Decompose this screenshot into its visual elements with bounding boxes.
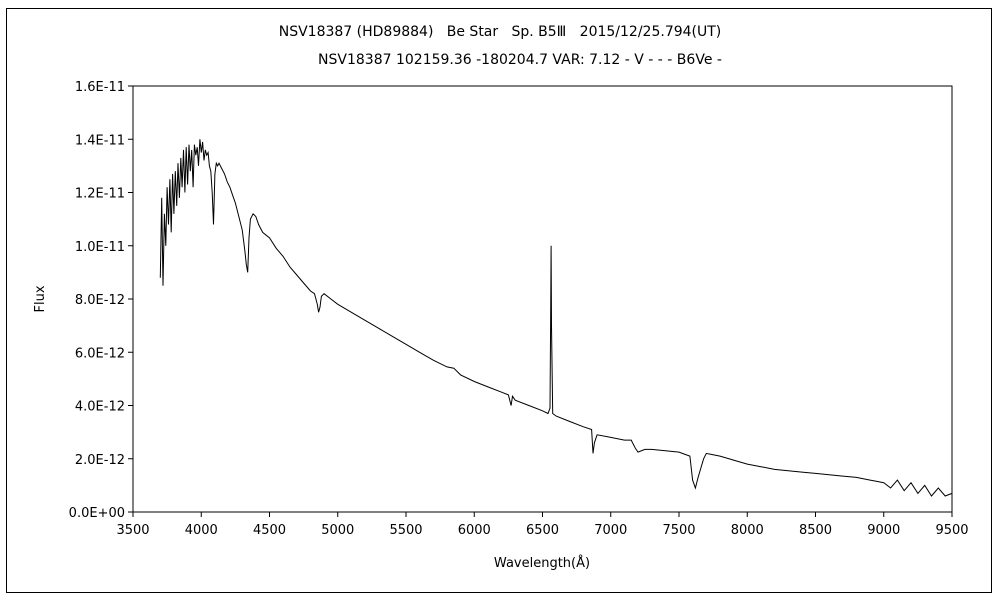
x-axis-label: Wavelength(Å): [494, 555, 590, 571]
x-tick-label: 7500: [662, 523, 695, 538]
y-tick-label: 8.0E-12: [75, 293, 125, 308]
y-tick-label: 2.0E-12: [75, 453, 125, 468]
y-tick-label: 1.4E-11: [75, 133, 125, 148]
x-tick-label: 9500: [935, 523, 968, 538]
y-tick-label: 0.0E+00: [69, 506, 125, 521]
y-axis-label: Flux: [33, 285, 48, 312]
x-tick-label: 6500: [526, 523, 559, 538]
chart-frame: [6, 8, 992, 593]
x-tick-label: 5000: [321, 523, 354, 538]
x-tick-label: 9000: [867, 523, 900, 538]
x-tick-label: 4000: [185, 523, 218, 538]
x-tick-label: 5500: [389, 523, 422, 538]
y-tick-label: 1.6E-11: [75, 80, 125, 95]
y-tick-label: 4.0E-12: [75, 400, 125, 415]
x-tick-label: 4500: [253, 523, 286, 538]
x-tick-label: 8500: [799, 523, 832, 538]
chart-title: NSV18387 (HD89884) Be Star Sp. B5Ⅲ 2015/…: [278, 24, 722, 40]
y-tick-label: 1.0E-11: [75, 240, 125, 255]
x-tick-label: 3500: [116, 523, 149, 538]
x-tick-label: 8000: [731, 523, 764, 538]
chart-subtitle: NSV18387 102159.36 -180204.7 VAR: 7.12 -…: [318, 52, 722, 68]
y-tick-label: 6.0E-12: [75, 346, 125, 361]
y-axis: 0.0E+00 2.0E-12 4.0E-12 6.0E-12 8.0E-12 1.0E-…: [69, 80, 133, 521]
x-tick-label: 7000: [594, 523, 627, 538]
spectrum-series-line: [159, 139, 953, 497]
x-axis: 3500 4000 4500 5000 5500 6000 6500 7000 7500 8000…: [116, 512, 969, 538]
y-tick-label: 1.2E-11: [75, 187, 125, 202]
plot-area: [132, 85, 953, 513]
x-tick-label: 6000: [458, 523, 491, 538]
